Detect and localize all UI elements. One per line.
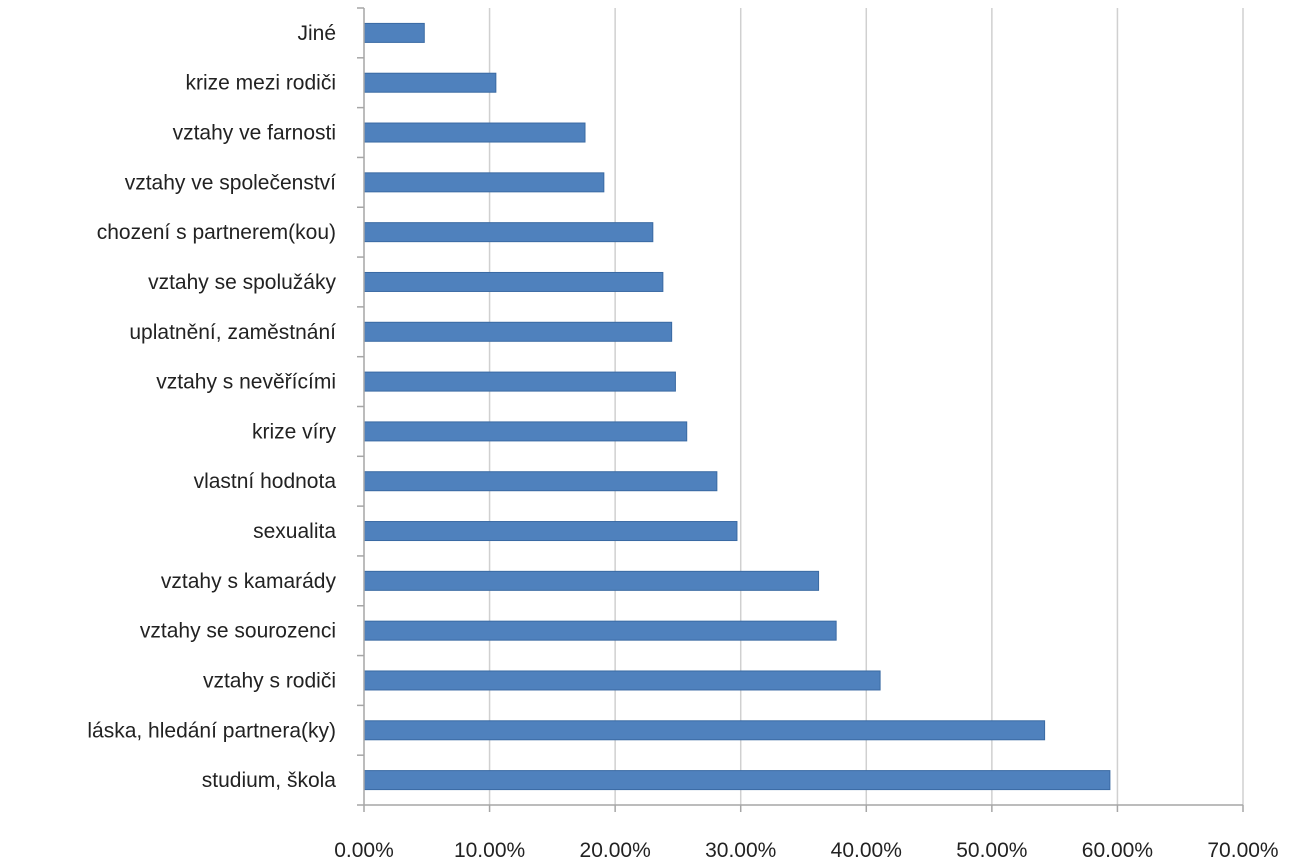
x-tick-label: 70.00% <box>1207 839 1278 862</box>
bar <box>363 421 688 442</box>
category-label: Jiné <box>297 22 336 45</box>
axes <box>357 7 1244 812</box>
category-label: vztahy se spolužáky <box>148 271 336 294</box>
category-label: láska, hledání partnera(ky) <box>87 719 336 742</box>
category-labels: Jiné krize mezi rodiči vztahy ve farnosti v… <box>87 22 336 792</box>
category-label: krize víry <box>252 420 337 443</box>
category-label: vztahy s nevěřícími <box>156 371 336 394</box>
category-label: krize mezi rodiči <box>185 72 336 95</box>
category-label: vztahy ve společenství <box>125 171 336 194</box>
bar <box>363 670 881 691</box>
bar <box>363 620 837 641</box>
bar <box>363 122 586 143</box>
category-label: vztahy s kamarády <box>161 570 337 593</box>
bar <box>363 720 1046 741</box>
x-tick-labels: 0.00% 10.00% 20.00% 30.00% 40.00% 50.00% 60.00… <box>334 839 1278 862</box>
x-tick-label: 30.00% <box>705 839 776 862</box>
category-label: uplatnění, zaměstnání <box>129 321 336 344</box>
category-label: vztahy ve farnosti <box>173 122 336 145</box>
category-label: vztahy se sourozenci <box>140 620 336 643</box>
bar <box>363 471 718 492</box>
category-label: vztahy s rodiči <box>203 669 336 692</box>
bar <box>363 172 605 193</box>
bar <box>363 321 673 342</box>
bar <box>363 521 738 542</box>
x-tick-label: 50.00% <box>956 839 1027 862</box>
bar <box>363 570 820 591</box>
category-label: sexualita <box>253 520 336 543</box>
category-label: studium, škola <box>202 769 337 792</box>
bar <box>363 222 654 243</box>
x-tick-label: 10.00% <box>454 839 525 862</box>
x-tick-label: 0.00% <box>334 839 394 862</box>
category-label: vlastní hodnota <box>194 470 337 493</box>
x-tick-label: 40.00% <box>831 839 902 862</box>
bar <box>363 72 497 93</box>
x-tick-label: 20.00% <box>580 839 651 862</box>
bars <box>363 22 1111 791</box>
bar <box>363 371 676 392</box>
x-tick-label: 60.00% <box>1082 839 1153 862</box>
category-label: chození s partnerem(kou) <box>97 221 336 244</box>
bar <box>363 22 425 43</box>
bar <box>363 770 1111 791</box>
bar <box>363 271 664 292</box>
grid-lines <box>488 8 1244 805</box>
